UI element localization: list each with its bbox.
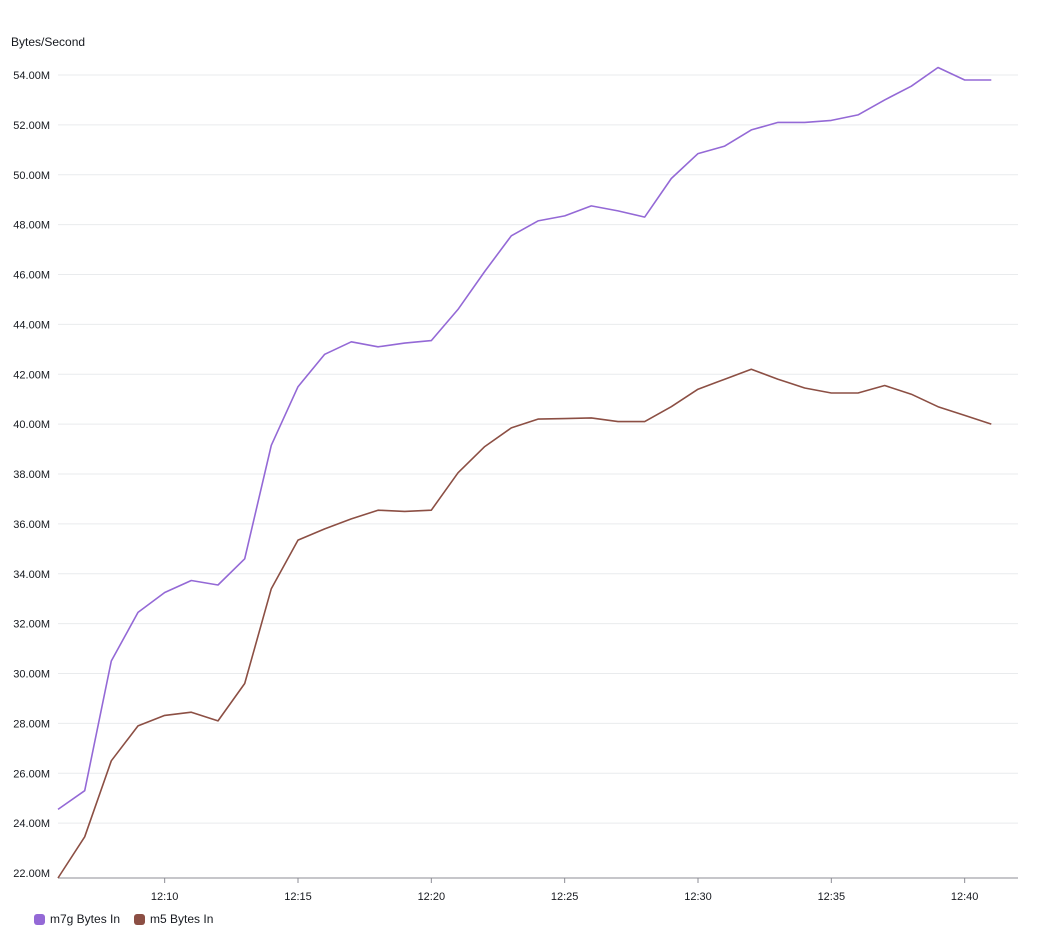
plot-area: 22.00M 24.00M 26.00M 28.00M 30.00M 32.00M 34.0… <box>13 66 1018 900</box>
y-tick-label: 44.00M <box>13 319 50 331</box>
legend-item-m5[interactable]: m5 Bytes In <box>134 912 213 926</box>
y-tick-label: 36.00M <box>13 519 50 531</box>
legend-swatch-m7g <box>34 913 45 925</box>
y-tick-label: 30.00M <box>13 669 50 681</box>
legend-swatch-m5 <box>134 913 146 925</box>
y-tick-label: 50.00M <box>13 170 50 182</box>
x-tick-label: 12:40 <box>951 891 979 900</box>
x-tick-label: 12:20 <box>418 891 446 900</box>
x-tick-label: 12:35 <box>818 891 846 900</box>
y-tick-label: 24.00M <box>13 818 50 830</box>
y-tick-label: 32.00M <box>13 619 50 631</box>
series-line-m7g <box>57 66 992 811</box>
series-line-m5 <box>57 368 992 879</box>
y-tick-label: 34.00M <box>13 569 50 581</box>
legend-item-m7g[interactable]: m7g Bytes In <box>34 912 120 926</box>
legend-label-m5: m5 Bytes In <box>150 912 214 926</box>
x-tick-label: 12:30 <box>684 891 712 900</box>
y-tick-label: 40.00M <box>13 419 50 431</box>
y-tick-label: 52.00M <box>13 120 50 132</box>
legend: m7g Bytes In m5 Bytes In <box>34 912 213 926</box>
legend-label-m7g: m7g Bytes In <box>50 912 121 926</box>
y-tick-label: 46.00M <box>13 270 50 282</box>
y-tick-label: 38.00M <box>13 469 50 481</box>
y-tick-label: 54.00M <box>13 70 50 82</box>
x-tick-label: 12:15 <box>284 891 312 900</box>
y-tick-label: 22.00M <box>13 868 50 880</box>
x-tick-label: 12:25 <box>551 891 579 900</box>
y-tick-label: 28.00M <box>13 718 50 730</box>
x-tick-label: 12:10 <box>151 891 179 900</box>
y-tick-label: 26.00M <box>13 768 50 780</box>
y-tick-label: 48.00M <box>13 220 50 232</box>
y-axis-label: Bytes/Second <box>11 35 86 49</box>
y-tick-label: 42.00M <box>13 369 50 381</box>
